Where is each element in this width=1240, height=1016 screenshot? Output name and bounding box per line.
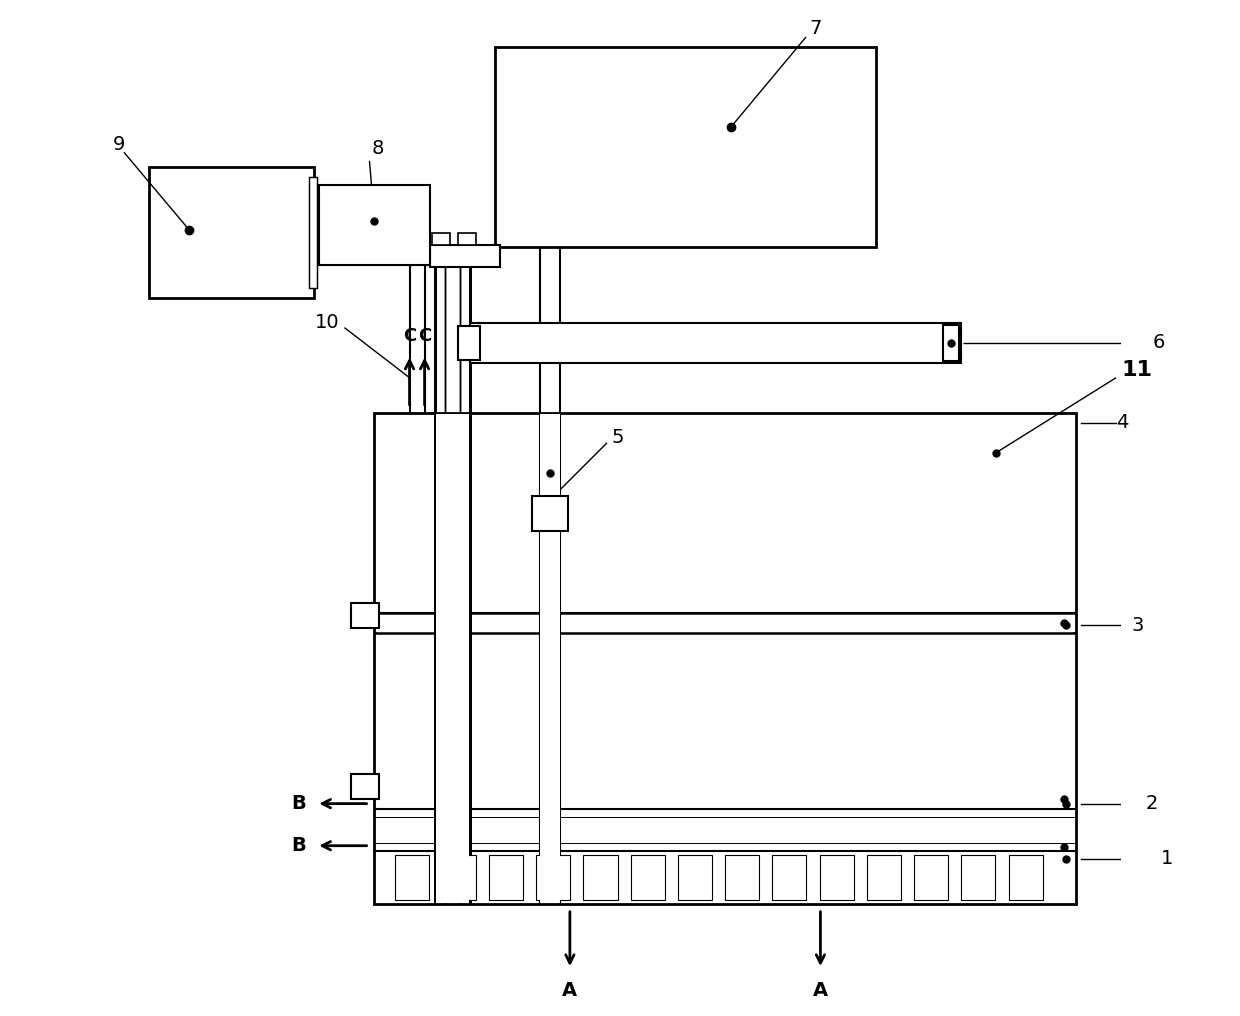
- Text: 1: 1: [1161, 849, 1173, 869]
- Text: C: C: [418, 327, 432, 344]
- Bar: [773, 854, 806, 900]
- Bar: [867, 854, 901, 900]
- Bar: [394, 854, 429, 900]
- Bar: [432, 234, 450, 246]
- Bar: [584, 854, 618, 900]
- Bar: [532, 496, 568, 531]
- Bar: [441, 854, 476, 900]
- Bar: [942, 325, 959, 361]
- Bar: [961, 854, 996, 900]
- Bar: [458, 234, 476, 246]
- Bar: [435, 414, 469, 903]
- Text: A: A: [813, 981, 828, 1000]
- Text: 3: 3: [1131, 616, 1143, 635]
- Bar: [458, 325, 480, 360]
- Text: 6: 6: [1153, 333, 1166, 353]
- Text: 4: 4: [1116, 414, 1128, 433]
- Bar: [495, 47, 875, 248]
- Bar: [539, 414, 560, 903]
- Text: 11: 11: [1121, 360, 1152, 380]
- Bar: [351, 604, 379, 628]
- Bar: [149, 168, 315, 298]
- Bar: [820, 854, 853, 900]
- Text: B: B: [291, 795, 306, 813]
- Text: A: A: [562, 981, 578, 1000]
- Bar: [914, 854, 949, 900]
- Text: 10: 10: [315, 313, 340, 332]
- Bar: [631, 854, 665, 900]
- Bar: [377, 614, 1073, 633]
- Text: B: B: [291, 836, 306, 855]
- Text: C: C: [403, 327, 417, 344]
- Text: 7: 7: [808, 19, 821, 39]
- Bar: [470, 323, 961, 363]
- Text: 9: 9: [113, 135, 125, 153]
- Bar: [489, 854, 523, 900]
- Bar: [320, 185, 429, 265]
- Text: 8: 8: [372, 139, 384, 158]
- Bar: [351, 773, 379, 799]
- Text: 2: 2: [1146, 795, 1158, 813]
- Bar: [725, 854, 759, 900]
- Text: 5: 5: [613, 429, 625, 447]
- Bar: [309, 178, 317, 288]
- Bar: [1008, 854, 1043, 900]
- Bar: [374, 412, 1076, 904]
- Bar: [536, 854, 570, 900]
- Bar: [429, 246, 500, 267]
- Bar: [678, 854, 712, 900]
